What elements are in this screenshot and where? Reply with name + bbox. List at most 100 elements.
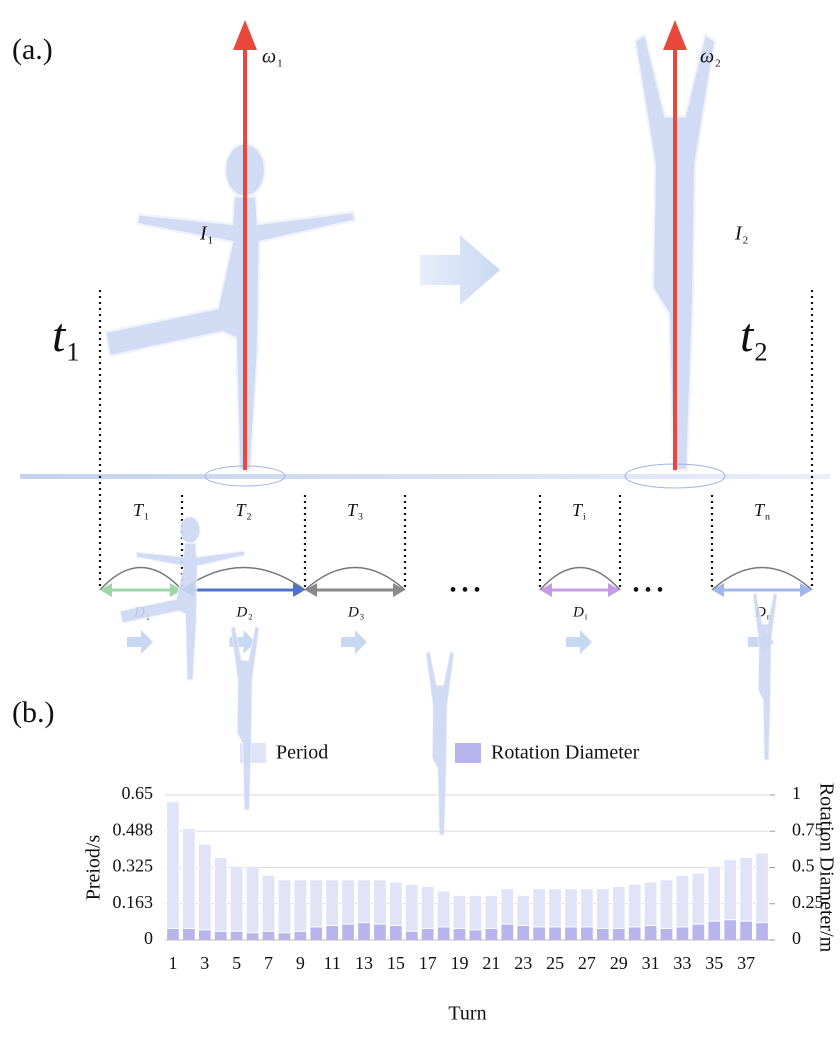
spin-axis-head [663, 20, 687, 50]
rotation-arc [304, 566, 406, 591]
bar [229, 930, 244, 941]
period-label-subscript: 2 [247, 512, 252, 523]
skater-spread [104, 142, 357, 472]
bar [691, 923, 706, 941]
bar [341, 923, 355, 941]
bar [182, 827, 196, 941]
t-label-subscript: 2 [754, 336, 767, 366]
x-tick-label: 33 [673, 953, 691, 973]
diameter-arrowhead [540, 583, 552, 597]
bar [659, 927, 674, 941]
rotation-arc [181, 566, 306, 591]
bar [197, 843, 212, 941]
bar [277, 879, 292, 941]
skater-silhouette [230, 625, 260, 811]
bar [245, 932, 260, 941]
bar [723, 919, 738, 941]
diameter-arrowhead [608, 583, 620, 597]
ice-line [20, 474, 830, 479]
legend-label: Rotation Diameter [491, 742, 640, 764]
diameter-label-subscript: n [767, 612, 771, 621]
diameter-label-subscript: i [585, 612, 588, 621]
bar [197, 929, 212, 941]
period-label: T [572, 500, 584, 520]
panel-label: (a.) [12, 33, 53, 66]
t-label-subscript: 1 [66, 336, 79, 366]
diameter-label: D [572, 604, 584, 620]
period-label-subscript: n [765, 512, 770, 523]
diameter-arrowhead [170, 583, 182, 597]
bar [245, 865, 260, 941]
bar [500, 923, 515, 941]
omega-label: ω [262, 46, 276, 68]
inertia-label-subscript: 2 [743, 235, 749, 247]
legend-swatch [455, 743, 481, 763]
bar [293, 930, 308, 941]
bar [755, 922, 769, 941]
y-tick-label: 0.65 [122, 783, 154, 803]
x-tick-label: 7 [264, 953, 273, 973]
inertia-label: I [734, 223, 743, 245]
bar [388, 925, 403, 941]
panel-label: (b.) [12, 696, 54, 729]
period-label: T [754, 500, 766, 520]
y2-tick-label: 1 [792, 783, 801, 803]
x-tick-label: 5 [232, 953, 241, 973]
bar [595, 927, 610, 941]
bar [166, 927, 180, 941]
omega-label-subscript: 2 [715, 58, 721, 70]
y2-tick-label: 0.75 [792, 819, 824, 839]
diameter-label-subscript: 2 [248, 612, 252, 621]
bar [325, 925, 340, 941]
omega-label: ω [700, 46, 714, 68]
x-tick-label: 35 [705, 953, 723, 973]
x-axis-title: Turn [448, 1003, 486, 1025]
direction-arrow [341, 630, 367, 654]
x-tick-label: 11 [323, 953, 340, 973]
bar [436, 926, 451, 941]
y-axis-title: Preiod/s [83, 835, 105, 901]
legend-label: Period [276, 742, 328, 764]
skater-silhouette [425, 650, 455, 836]
bar [309, 926, 324, 941]
omega-label-subscript: 1 [277, 58, 283, 70]
x-tick-label: 31 [642, 953, 660, 973]
bar [468, 929, 483, 941]
bar [739, 920, 753, 941]
direction-arrow [127, 630, 153, 654]
bar [182, 927, 196, 941]
rotation-arc [711, 566, 813, 591]
bar [516, 925, 531, 941]
bar [229, 865, 244, 941]
diameter-label-subscript: 3 [360, 612, 364, 621]
x-tick-label: 15 [387, 953, 405, 973]
x-tick-label: 19 [451, 953, 469, 973]
bar [564, 926, 578, 941]
t-label: t [740, 309, 755, 362]
y2-axis-title: Rotation Diameter/m [815, 783, 837, 953]
bar [373, 923, 387, 941]
bar [277, 932, 292, 941]
diameter-arrowhead [305, 583, 317, 597]
y-tick-label: 0 [144, 928, 153, 948]
inertia-label-subscript: 1 [208, 235, 214, 247]
bar [166, 801, 180, 941]
bar [548, 926, 562, 941]
transition-arrow [420, 235, 500, 305]
bar [213, 930, 228, 941]
rotation-arc [99, 566, 183, 591]
bar [261, 930, 276, 941]
direction-arrow [229, 630, 256, 654]
bar [213, 856, 228, 941]
bar [707, 920, 722, 941]
period-label-subscript: 1 [144, 512, 149, 523]
bar [484, 927, 499, 941]
bar [357, 922, 371, 941]
bar [675, 926, 690, 941]
y2-tick-label: 0.25 [792, 892, 824, 912]
diameter-arrowhead [293, 583, 305, 597]
panel-b-art [119, 516, 778, 836]
rotation-arc [539, 566, 621, 591]
diameter-label: D [347, 604, 359, 620]
diameter-arrowhead [393, 583, 405, 597]
